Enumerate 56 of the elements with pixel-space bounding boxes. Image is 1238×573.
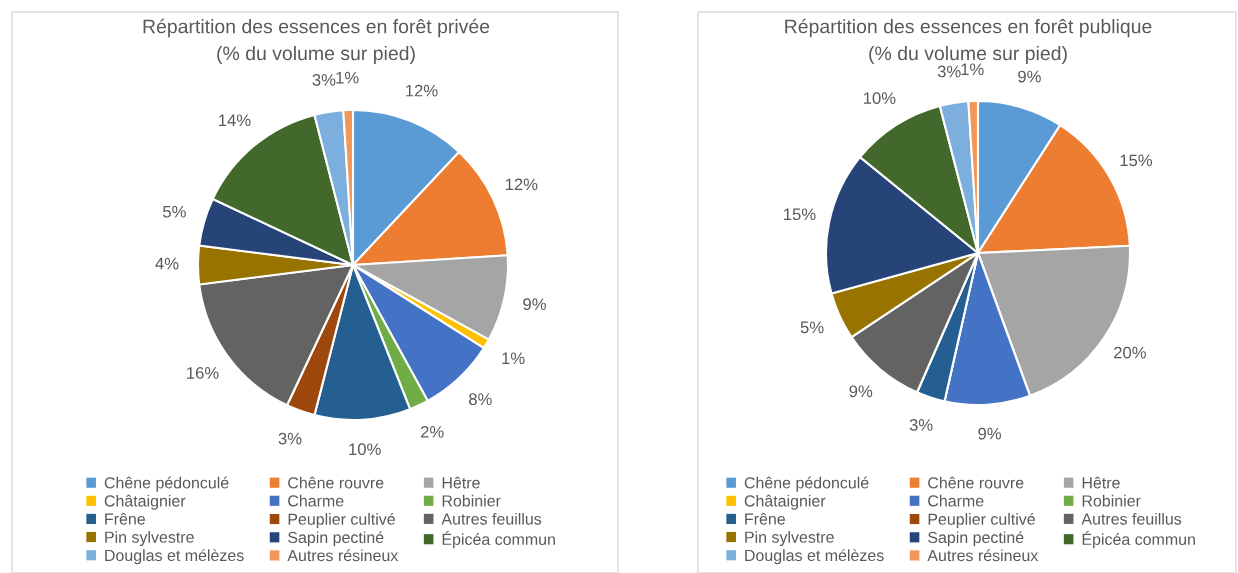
- legend-label: Hêtre: [1082, 476, 1120, 489]
- legend-label: Douglas et mélèzes: [745, 549, 884, 565]
- data-label: 9%: [978, 427, 1002, 440]
- data-label: 15%: [1120, 154, 1153, 167]
- data-label: 10%: [349, 443, 381, 456]
- legend-label: Pin sylvestre: [745, 531, 834, 546]
- legend-label: Épicéa commun: [442, 531, 555, 549]
- data-label: 3%: [937, 65, 961, 78]
- legend-label: Épicéa commun: [1082, 531, 1195, 549]
- legend-label: Châtaignier: [104, 494, 186, 510]
- data-label: 12%: [505, 178, 538, 191]
- legend-label: Sapin pectiné: [288, 531, 384, 547]
- legend-label: Charme: [288, 494, 344, 507]
- data-label: 4%: [155, 257, 179, 270]
- data-label: 16%: [187, 367, 219, 379]
- data-label: 14%: [219, 114, 251, 127]
- data-label: 10%: [863, 92, 896, 105]
- legend-label: Chêne rouvre: [288, 476, 384, 489]
- data-label: 5%: [163, 205, 186, 218]
- legend-label: Peuplier cultivé: [288, 512, 395, 528]
- legend-label: Chêne pédonculé: [104, 476, 229, 492]
- legend-label: Autres feuillus: [1081, 512, 1182, 525]
- legend-label: Frêne: [745, 512, 785, 525]
- data-label: 1%: [502, 352, 525, 365]
- legend-label: Hêtre: [442, 476, 480, 489]
- data-label: 20%: [1114, 346, 1146, 359]
- chart-title: Répartition des essences en forêt publique: [785, 18, 1152, 38]
- legend-label: Chêne pédonculé: [744, 476, 869, 492]
- data-label: 1%: [961, 63, 984, 76]
- data-label: 8%: [469, 393, 492, 406]
- data-label: 3%: [278, 432, 302, 445]
- data-label: 9%: [1018, 70, 1041, 83]
- data-label: 1%: [336, 71, 359, 84]
- legend-label: Autres résineux: [927, 549, 1039, 562]
- legend-label: Chêne rouvre: [928, 476, 1024, 489]
- chart-subtitle: (% du volume sur pied): [217, 45, 415, 65]
- legend-label: Robinier: [442, 494, 501, 507]
- legend-label: Pin sylvestre: [105, 531, 194, 546]
- legend-label: Peuplier cultivé: [928, 512, 1035, 528]
- legend-label: Autres feuillus: [441, 512, 542, 525]
- legend-label: Charme: [928, 494, 984, 507]
- legend-label: Châtaignier: [744, 494, 826, 510]
- legend-label: Douglas et mélèzes: [105, 549, 244, 565]
- legend-label: Autres résineux: [287, 549, 399, 562]
- data-label: 15%: [784, 208, 816, 221]
- data-label: 9%: [523, 298, 546, 311]
- legend-label: Sapin pectiné: [928, 531, 1024, 547]
- legend-label: Robinier: [1082, 494, 1141, 507]
- data-label: 5%: [800, 321, 824, 334]
- data-label: 3%: [909, 418, 933, 431]
- legend-label: Frêne: [105, 512, 145, 525]
- data-label: 2%: [420, 425, 444, 438]
- chart-title: Répartition des essences en forêt privée: [143, 18, 490, 38]
- data-label: 12%: [406, 84, 438, 97]
- data-label: 9%: [849, 385, 873, 398]
- data-label: 3%: [312, 73, 336, 86]
